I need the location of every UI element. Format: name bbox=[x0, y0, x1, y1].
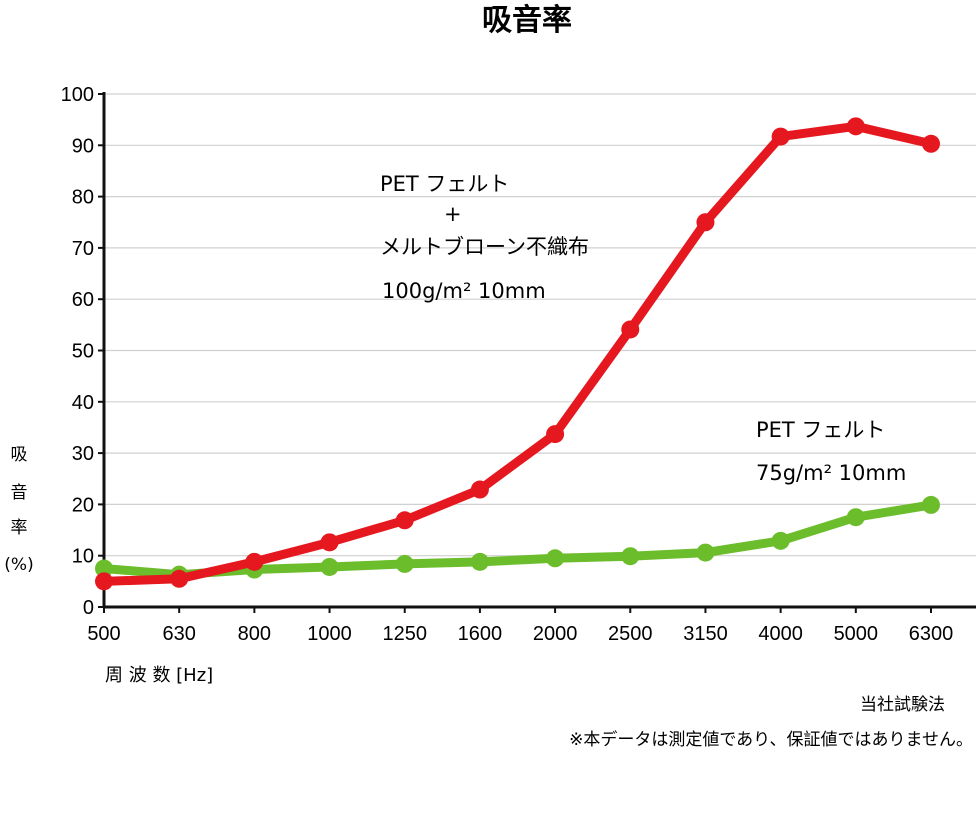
data-point bbox=[245, 552, 264, 571]
x-tick-label: 6300 bbox=[909, 623, 954, 645]
x-tick-label: 800 bbox=[238, 623, 271, 645]
data-point bbox=[696, 213, 715, 232]
x-axis-label: 周 波 数 [Hz] bbox=[105, 665, 213, 686]
annotation-green-line1: PET フェルト bbox=[756, 418, 885, 442]
y-tick-label: 0 bbox=[83, 597, 94, 619]
series-line bbox=[99, 500, 936, 580]
y-tick-label: 100 bbox=[61, 84, 94, 106]
x-tick-label: 3150 bbox=[683, 623, 728, 645]
y-axis-ticks: 0 10 20 30 40 50 60 70 80 90 100 bbox=[61, 84, 104, 619]
y-tick-label: 40 bbox=[72, 392, 94, 414]
data-point bbox=[320, 557, 339, 576]
data-point bbox=[621, 320, 640, 339]
y-tick-label: 70 bbox=[72, 238, 94, 260]
axes bbox=[102, 92, 976, 609]
series-1 bbox=[95, 117, 940, 591]
x-axis-ticks: 500 630 800 1000 1250 1600 2000 2500 3150 4000 500… bbox=[87, 607, 953, 645]
data-point bbox=[771, 531, 790, 550]
data-point bbox=[922, 495, 940, 514]
data-point bbox=[771, 127, 790, 146]
data-point bbox=[95, 559, 113, 578]
annotation-green-spec: 75g/m² 10mm bbox=[756, 461, 906, 485]
data-point bbox=[95, 572, 113, 591]
y-axis-label-char: 吸 bbox=[11, 445, 28, 465]
x-tick-label: 630 bbox=[162, 623, 195, 645]
x-tick-label: 1250 bbox=[382, 623, 427, 645]
data-point bbox=[320, 533, 339, 552]
annotation-red-series: PET フェルト + メルトブローン不織布 100g/m² 10mm bbox=[380, 172, 589, 303]
y-tick-label: 80 bbox=[72, 187, 94, 209]
data-point bbox=[922, 134, 940, 153]
data-point bbox=[170, 569, 189, 588]
annotation-red-line2: メルトブローン不織布 bbox=[380, 235, 589, 259]
x-tick-label: 4000 bbox=[758, 623, 803, 645]
data-point bbox=[621, 547, 640, 566]
y-axis-label-char: (%) bbox=[4, 555, 33, 575]
y-tick-label: 10 bbox=[72, 546, 94, 568]
data-point bbox=[395, 511, 414, 530]
y-tick-label: 20 bbox=[72, 494, 94, 516]
series-line bbox=[99, 121, 936, 586]
grid-lines bbox=[104, 93, 976, 557]
data-point bbox=[395, 554, 414, 573]
annotation-red-line1: PET フェルト bbox=[380, 172, 509, 196]
data-point bbox=[470, 480, 489, 499]
y-axis-label-char: 音 bbox=[11, 483, 28, 503]
y-tick-label: 30 bbox=[72, 443, 94, 465]
x-tick-label: 1600 bbox=[458, 623, 503, 645]
y-tick-label: 90 bbox=[72, 135, 94, 157]
series-layer bbox=[95, 117, 940, 591]
disclaimer-note: ※本データは測定値であり、保証値ではありません。 bbox=[569, 729, 973, 750]
x-tick-label: 5000 bbox=[834, 623, 879, 645]
annotation-green-series: PET フェルト 75g/m² 10mm bbox=[756, 418, 906, 485]
source-note: 当社試験法 bbox=[860, 695, 945, 715]
y-axis-label: 吸 音 率 (%) bbox=[4, 445, 33, 575]
data-point bbox=[546, 425, 565, 444]
chart-title: 吸音率 bbox=[482, 3, 572, 38]
y-tick-label: 50 bbox=[72, 341, 94, 363]
data-point bbox=[546, 549, 565, 568]
y-tick-label: 60 bbox=[72, 289, 94, 311]
annotation-red-spec: 100g/m² 10mm bbox=[382, 279, 546, 303]
data-point bbox=[470, 552, 489, 571]
data-point bbox=[846, 117, 865, 136]
data-point bbox=[696, 543, 715, 562]
x-tick-label: 2500 bbox=[608, 623, 653, 645]
x-tick-label: 2000 bbox=[533, 623, 578, 645]
y-axis-label-char: 率 bbox=[11, 518, 28, 538]
x-tick-label: 500 bbox=[87, 623, 120, 645]
data-point bbox=[846, 508, 865, 527]
annotation-red-plus: + bbox=[444, 202, 462, 226]
x-tick-label: 1000 bbox=[307, 623, 352, 645]
